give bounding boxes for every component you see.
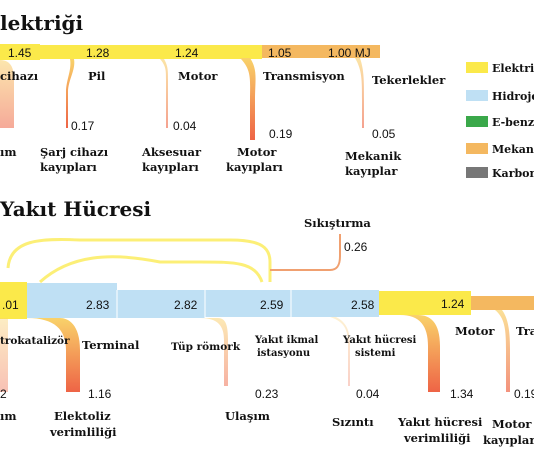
electric-flow-value-4: 1.05 — [268, 46, 292, 60]
hydrogen-loss-label-2: Elektoliz verimliliği — [49, 409, 117, 439]
legend-label-hydrogen: Hidroje — [492, 90, 534, 103]
hydrogen-compression-stream — [270, 234, 341, 271]
electric-stage-wheels: Tekerlekler — [372, 73, 446, 87]
electric-flow-band-1 — [0, 44, 40, 60]
hydrogen-loss-label-5: Yakıt hücresi verimliliği — [397, 415, 486, 445]
hydrogen-loss-stream-6 — [495, 310, 510, 392]
electric-loss-stream-2 — [66, 59, 75, 128]
electric-loss-value-5: 0.05 — [372, 127, 396, 141]
hydrogen-loss-value-1: 2 — [0, 387, 7, 401]
electric-loss-stream-5 — [355, 58, 364, 128]
legend: Elektri Hidroje E-benzi Mekani Karbon — [466, 62, 534, 180]
electric-stage-motor: Motor — [178, 69, 218, 83]
legend-swatch-gasoline — [466, 116, 488, 127]
hydrogen-flow-band-electric — [0, 282, 27, 319]
electric-flow-value-2: 1.28 — [86, 46, 110, 60]
hydrogen-stage-station: Yakıt ikmal istasyonu — [254, 335, 322, 359]
hydrogen-stage-motor: Motor — [455, 324, 495, 338]
legend-swatch-mechanical — [466, 143, 488, 154]
electric-loss-stream-3 — [160, 59, 168, 128]
electric-flow-band-2 — [40, 45, 175, 59]
hydrogen-flow-band-electric-2 — [379, 291, 471, 315]
hydrogen-loss-stream-1 — [0, 318, 8, 392]
hydrogen-loss-stream-5 — [400, 315, 440, 392]
hydrogen-section: Yakıt Hücresi Sıkıştırma 0.26 .01 2.83 2… — [0, 197, 534, 447]
hydrogen-flow-band-2 — [117, 290, 205, 318]
hydrogen-loss-label-3: Ulaşım — [225, 409, 270, 423]
electric-loss-label-2: Şarj cihazı kayıpları — [40, 145, 112, 174]
electric-loss-label-4: Motor kayıpları — [226, 145, 283, 174]
electric-stage-charger: cihazı — [0, 69, 39, 83]
legend-swatch-electric — [466, 62, 488, 73]
hydrogen-compression-value: 0.26 — [344, 240, 368, 254]
hydrogen-loss-label-1: ım — [0, 409, 17, 423]
hydrogen-flow-band-1 — [27, 283, 117, 318]
hydrogen-loss-stream-4 — [330, 317, 350, 386]
hydrogen-loss-value-5: 1.34 — [450, 387, 474, 401]
electric-loss-label-3: Aksesuar kayıpları — [141, 145, 205, 174]
electric-flow-band-4 — [262, 45, 380, 58]
legend-label-carbon: Karbon — [492, 167, 534, 180]
hydrogen-loss-value-2: 1.16 — [88, 387, 112, 401]
hydrogen-loss-label-6: Motor kayıpları — [483, 417, 534, 447]
electric-flow-value-1: 1.45 — [8, 46, 32, 60]
electric-section: lektriği 1.45 1.28 1.24 1.05 1.00 MJ cih… — [0, 11, 446, 178]
hydrogen-loss-value-3: 0.23 — [255, 387, 279, 401]
hydrogen-compression-loop-2 — [38, 255, 264, 284]
hydrogen-loss-label-4: Sızıntı — [332, 415, 374, 429]
hydrogen-flow-value-1: .01 — [2, 298, 19, 312]
hydrogen-flow-value-5: 2.58 — [351, 298, 375, 312]
electric-loss-stream-1 — [0, 60, 14, 128]
legend-label-mechanical: Mekani — [492, 143, 534, 156]
hydrogen-loss-value-4: 0.04 — [356, 387, 380, 401]
hydrogen-stage-fuelcell: Yakıt hücresi sistemi — [342, 335, 420, 359]
electric-stage-battery: Pil — [88, 69, 106, 83]
electric-loss-value-2: 0.17 — [71, 119, 95, 133]
electric-loss-stream-4 — [240, 58, 256, 140]
hydrogen-loss-stream-2 — [27, 318, 80, 392]
electric-loss-value-3: 0.04 — [173, 119, 197, 133]
hydrogen-flow-value-2: 2.83 — [86, 298, 110, 312]
hydrogen-compression-label: Sıkıştırma — [304, 216, 371, 230]
electric-loss-label-5: Mekanik kayıplar — [345, 149, 405, 178]
hydrogen-flow-band-mechanical — [471, 296, 534, 310]
electric-flow-value-5: 1.00 MJ — [328, 46, 371, 60]
hydrogen-flow-band-3 — [205, 290, 291, 317]
legend-label-electric: Elektri — [492, 62, 534, 75]
hydrogen-loss-stream-3 — [200, 318, 228, 386]
hydrogen-stage-trailer: Tüp römork — [171, 341, 241, 353]
hydrogen-loss-value-6: 0.19 — [514, 387, 534, 401]
electric-flow-band-3 — [175, 45, 262, 59]
hydrogen-compression-loop — [6, 237, 272, 282]
legend-label-gasoline: E-benzi — [492, 116, 534, 129]
hydrogen-flow-value-6: 1.24 — [441, 297, 465, 311]
hydrogen-stage-terminal: Terminal — [82, 338, 140, 352]
hydrogen-title: Yakıt Hücresi — [0, 197, 151, 221]
electric-loss-value-4: 0.19 — [269, 127, 293, 141]
electric-loss-label-1: ım — [0, 145, 17, 159]
hydrogen-flow-value-3: 2.82 — [174, 298, 198, 312]
hydrogen-stage-transmission: Tra — [516, 324, 534, 338]
electric-flow-value-3: 1.24 — [175, 46, 199, 60]
hydrogen-flow-value-4: 2.59 — [260, 298, 284, 312]
hydrogen-stage-electrocatalyzer: trokatalizör — [0, 335, 70, 347]
hydrogen-flow-band-4 — [291, 290, 379, 317]
electric-stage-transmission: Transmisyon — [263, 69, 345, 83]
legend-swatch-carbon — [466, 167, 488, 178]
electric-title: lektriği — [0, 11, 84, 35]
legend-swatch-hydrogen — [466, 90, 488, 101]
